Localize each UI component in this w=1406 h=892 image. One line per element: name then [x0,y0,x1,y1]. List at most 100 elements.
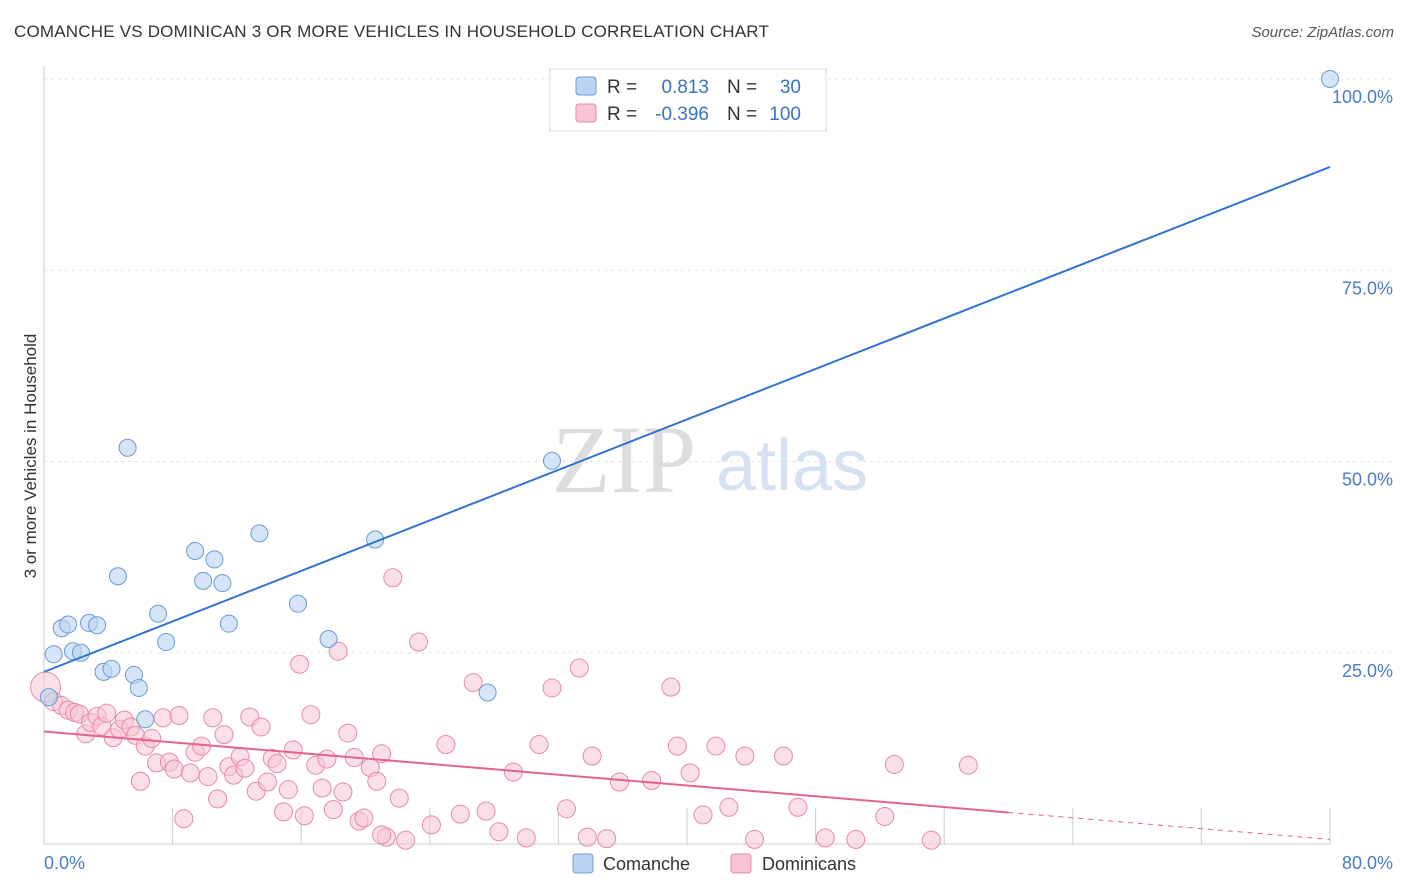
dominican-point [577,827,597,847]
dominican-point [667,736,687,756]
comanche-point [1321,70,1339,88]
stats-legend: R = 0.813 N = 30 R = -0.396 N = 100 [549,68,827,132]
comanche-point [129,678,148,697]
dominican-point [235,758,255,778]
dominican-point [875,806,895,826]
dominican-point [463,673,483,693]
chart-title: COMANCHE VS DOMINICAN 3 OR MORE VEHICLES… [14,22,770,41]
dominican-point [312,778,332,798]
watermark-atlas: atlas [716,426,868,506]
dominican-point [884,754,904,774]
dominican-point [436,735,456,755]
dominican-point [153,708,173,728]
comanche-point [194,571,213,590]
dominican-point [396,830,416,850]
dominican-n-label: N = [727,104,757,125]
comanche-point [288,594,307,613]
dominican-point [317,749,337,769]
comanche-point [157,633,176,652]
comanche-point [149,604,168,623]
dominican-point [198,767,218,787]
comanche-point [205,550,224,569]
dominican-point [278,780,298,800]
dominican-point [354,808,374,828]
dominican-point [130,771,150,791]
comanche-point [88,616,107,635]
dominican-point [773,746,793,766]
dominican-point [409,632,429,652]
dominican-point [693,805,713,825]
dominican-point [301,705,321,725]
comanche-point [59,615,78,634]
dominican-point [661,677,681,697]
dominican-point [642,771,662,791]
comanche-point [44,645,63,664]
dominican-point [180,763,200,783]
dominican-point [516,828,536,848]
dominican-n-value: 100 [769,104,801,125]
dominican-point [745,829,765,849]
y-tick-labels: 25.0% 50.0% 75.0% 100.0% [1332,87,1393,681]
dominican-point [174,809,194,829]
dominican-point [142,728,162,748]
y-axis-label: 3 or more Vehicles in Household [21,334,40,579]
dominican-point [323,800,343,820]
dominican-point [169,705,189,725]
dominican-point [257,772,277,792]
dominican-point [208,789,228,809]
dominican-point [333,782,353,802]
dominican-swatch [575,103,597,123]
y-tick-label: 100.0% [1332,87,1393,107]
comanche-point [478,683,497,702]
dominican-point [97,703,117,723]
dominican-point [489,822,509,842]
dominican-point [290,654,310,674]
dominican-point [338,723,358,743]
dominican-point [372,744,392,764]
axes [43,66,1331,845]
dominican-point [582,746,602,766]
y-tick-label: 25.0% [1342,661,1393,681]
dominican-point [251,717,271,737]
dominican-point [719,797,739,817]
y-tick-label: 75.0% [1342,278,1393,298]
dominican-point [735,746,755,766]
dominican-points [30,568,978,850]
dominican-point [476,801,496,821]
y-tick-label: 50.0% [1342,470,1393,490]
comanche-point [250,524,269,543]
legend-comanche-swatch [572,853,594,874]
dominican-point [164,759,184,779]
legend-dominicans-swatch [730,853,752,874]
x-tick-labels: 0.0% 80.0% [44,853,1393,873]
comanche-point [136,710,155,729]
comanche-points [39,70,1339,729]
comanche-point [186,542,205,561]
dominican-point [267,754,287,774]
dominican-trend-extension [1008,811,1331,840]
dominican-point [529,735,549,755]
dominican-r-label: R = [607,104,637,125]
dominican-point [542,678,562,698]
dominican-point [450,804,470,824]
dominican-point [203,708,223,728]
comanche-point [71,643,90,662]
dominican-point [556,799,576,819]
dominican-point [383,568,403,588]
comanche-point [319,629,338,648]
x-tick-label: 80.0% [1342,853,1393,873]
dominican-point [367,771,387,791]
comanche-n-label: N = [727,77,757,98]
source-label: Source: ZipAtlas.com [1251,24,1394,41]
comanche-swatch [575,76,597,96]
x-tick-label: 0.0% [44,853,85,873]
gridlines [44,78,1392,654]
dominican-point [294,806,314,826]
comanche-point [219,614,238,633]
dominican-point [680,763,700,783]
comanche-point [102,659,121,678]
comanche-trend-line [43,166,1331,673]
comanche-r-value: 0.813 [661,77,709,98]
dominican-point [921,830,941,850]
